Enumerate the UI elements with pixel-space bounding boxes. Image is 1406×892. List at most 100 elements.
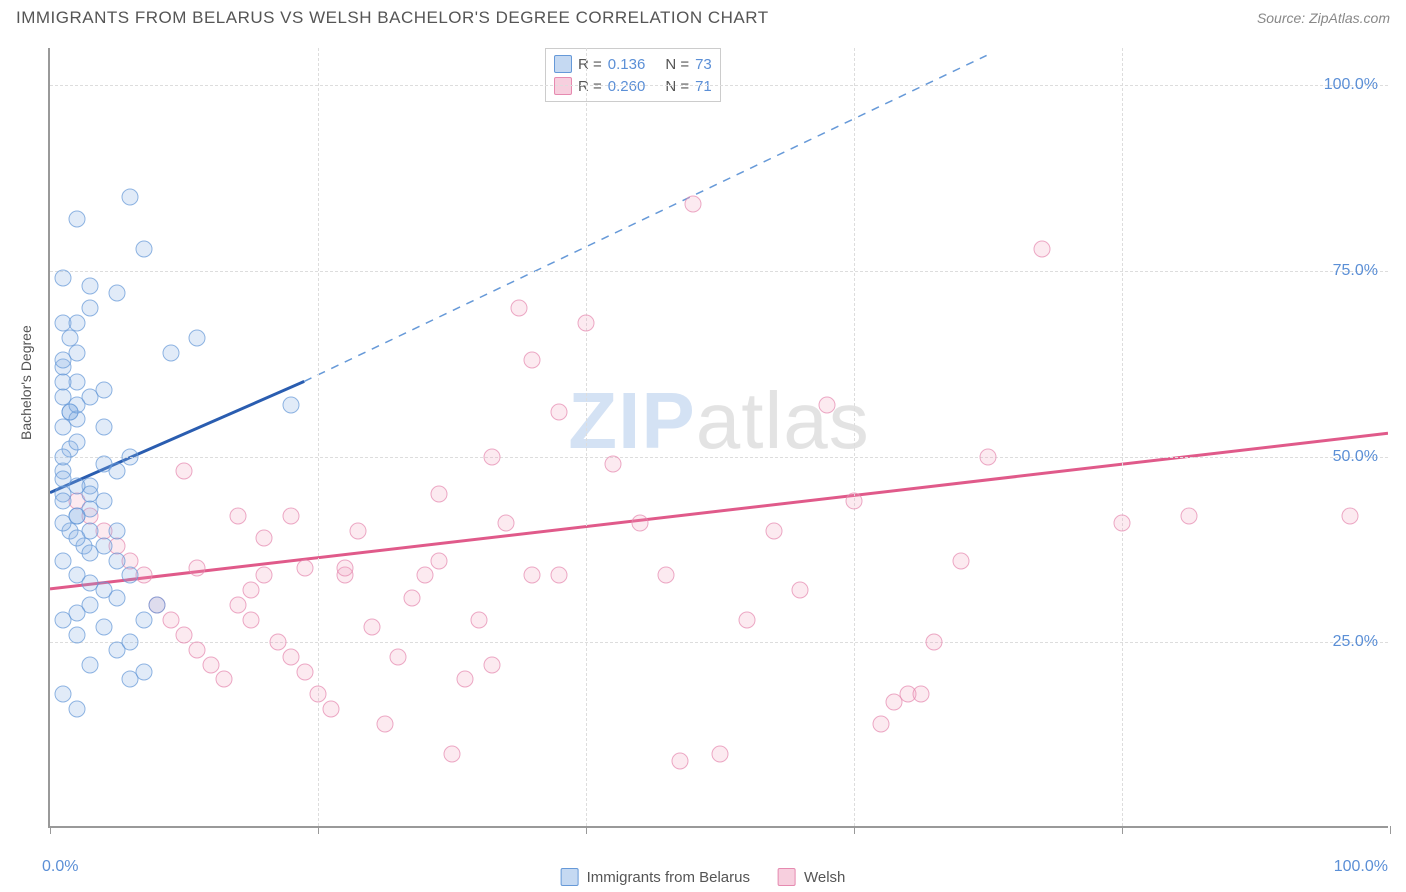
data-point xyxy=(980,448,997,465)
data-point xyxy=(658,567,675,584)
data-point xyxy=(671,753,688,770)
data-point xyxy=(82,545,99,562)
legend-label: Welsh xyxy=(804,869,845,886)
data-point xyxy=(95,456,112,473)
watermark: ZIPatlas xyxy=(568,375,869,467)
data-point xyxy=(457,671,474,688)
legend-stats-box: R = 0.136 N = 73 R = 0.260 N = 71 xyxy=(545,48,721,102)
data-point xyxy=(68,396,85,413)
data-point xyxy=(55,470,72,487)
chart-source: Source: ZipAtlas.com xyxy=(1257,10,1390,26)
data-point xyxy=(872,716,889,733)
data-point xyxy=(243,612,260,629)
data-point xyxy=(135,240,152,257)
data-point xyxy=(1114,515,1131,532)
data-point xyxy=(68,433,85,450)
grid-line-v xyxy=(586,48,587,826)
data-point xyxy=(511,300,528,317)
data-point xyxy=(95,619,112,636)
data-point xyxy=(296,664,313,681)
data-point xyxy=(256,567,273,584)
data-point xyxy=(283,508,300,525)
grid-line-h xyxy=(50,457,1388,458)
data-point xyxy=(122,448,139,465)
data-point xyxy=(68,210,85,227)
data-point xyxy=(176,626,193,643)
data-point xyxy=(631,515,648,532)
grid-line-v xyxy=(854,48,855,826)
data-point xyxy=(82,277,99,294)
data-point xyxy=(283,649,300,666)
data-point xyxy=(283,396,300,413)
data-point xyxy=(1033,240,1050,257)
x-tick-mark xyxy=(854,826,855,834)
x-tick-mark xyxy=(586,826,587,834)
data-point xyxy=(604,456,621,473)
data-point xyxy=(390,649,407,666)
data-point xyxy=(82,656,99,673)
data-point xyxy=(846,493,863,510)
data-point xyxy=(953,552,970,569)
y-tick-label: 100.0% xyxy=(1324,76,1378,94)
x-tick-mark xyxy=(50,826,51,834)
data-point xyxy=(430,485,447,502)
data-point xyxy=(470,612,487,629)
data-point xyxy=(109,552,126,569)
grid-line-h xyxy=(50,271,1388,272)
grid-line-v xyxy=(318,48,319,826)
data-point xyxy=(82,574,99,591)
data-point xyxy=(886,693,903,710)
data-point xyxy=(229,508,246,525)
data-point xyxy=(109,285,126,302)
data-point xyxy=(55,374,72,391)
data-point xyxy=(417,567,434,584)
chart-title: IMMIGRANTS FROM BELARUS VS WELSH BACHELO… xyxy=(16,8,769,28)
data-point xyxy=(765,522,782,539)
legend-item-belarus: Immigrants from Belarus xyxy=(561,868,750,886)
data-point xyxy=(819,396,836,413)
data-point xyxy=(95,418,112,435)
data-point xyxy=(82,485,99,502)
data-point xyxy=(202,656,219,673)
data-point xyxy=(68,604,85,621)
legend-label: Immigrants from Belarus xyxy=(587,869,750,886)
data-point xyxy=(55,352,72,369)
y-tick-label: 75.0% xyxy=(1333,262,1378,280)
data-point xyxy=(122,567,139,584)
grid-line-h xyxy=(50,642,1388,643)
data-point xyxy=(95,381,112,398)
data-point xyxy=(229,597,246,614)
data-point xyxy=(269,634,286,651)
data-point xyxy=(444,745,461,762)
data-point xyxy=(135,664,152,681)
data-point xyxy=(524,567,541,584)
x-tick-mark xyxy=(318,826,319,834)
data-point xyxy=(109,589,126,606)
data-point xyxy=(82,300,99,317)
legend-stats-row-belarus: R = 0.136 N = 73 xyxy=(554,53,712,75)
x-tick-min: 0.0% xyxy=(42,858,78,876)
swatch-blue-icon xyxy=(561,868,579,886)
data-point xyxy=(310,686,327,703)
data-point xyxy=(551,567,568,584)
data-point xyxy=(176,463,193,480)
data-point xyxy=(109,522,126,539)
data-point xyxy=(55,270,72,287)
data-point xyxy=(68,411,85,428)
data-point xyxy=(685,196,702,213)
data-point xyxy=(323,701,340,718)
data-point xyxy=(122,188,139,205)
data-point xyxy=(738,612,755,629)
data-point xyxy=(403,589,420,606)
data-point xyxy=(377,716,394,733)
data-point xyxy=(189,560,206,577)
data-point xyxy=(68,701,85,718)
data-point xyxy=(243,582,260,599)
data-point xyxy=(913,686,930,703)
data-point xyxy=(792,582,809,599)
data-point xyxy=(1181,508,1198,525)
data-point xyxy=(524,352,541,369)
chart-plot-area: ZIPatlas R = 0.136 N = 73 R = 0.260 N = … xyxy=(48,48,1388,828)
data-point xyxy=(135,612,152,629)
data-point xyxy=(55,686,72,703)
